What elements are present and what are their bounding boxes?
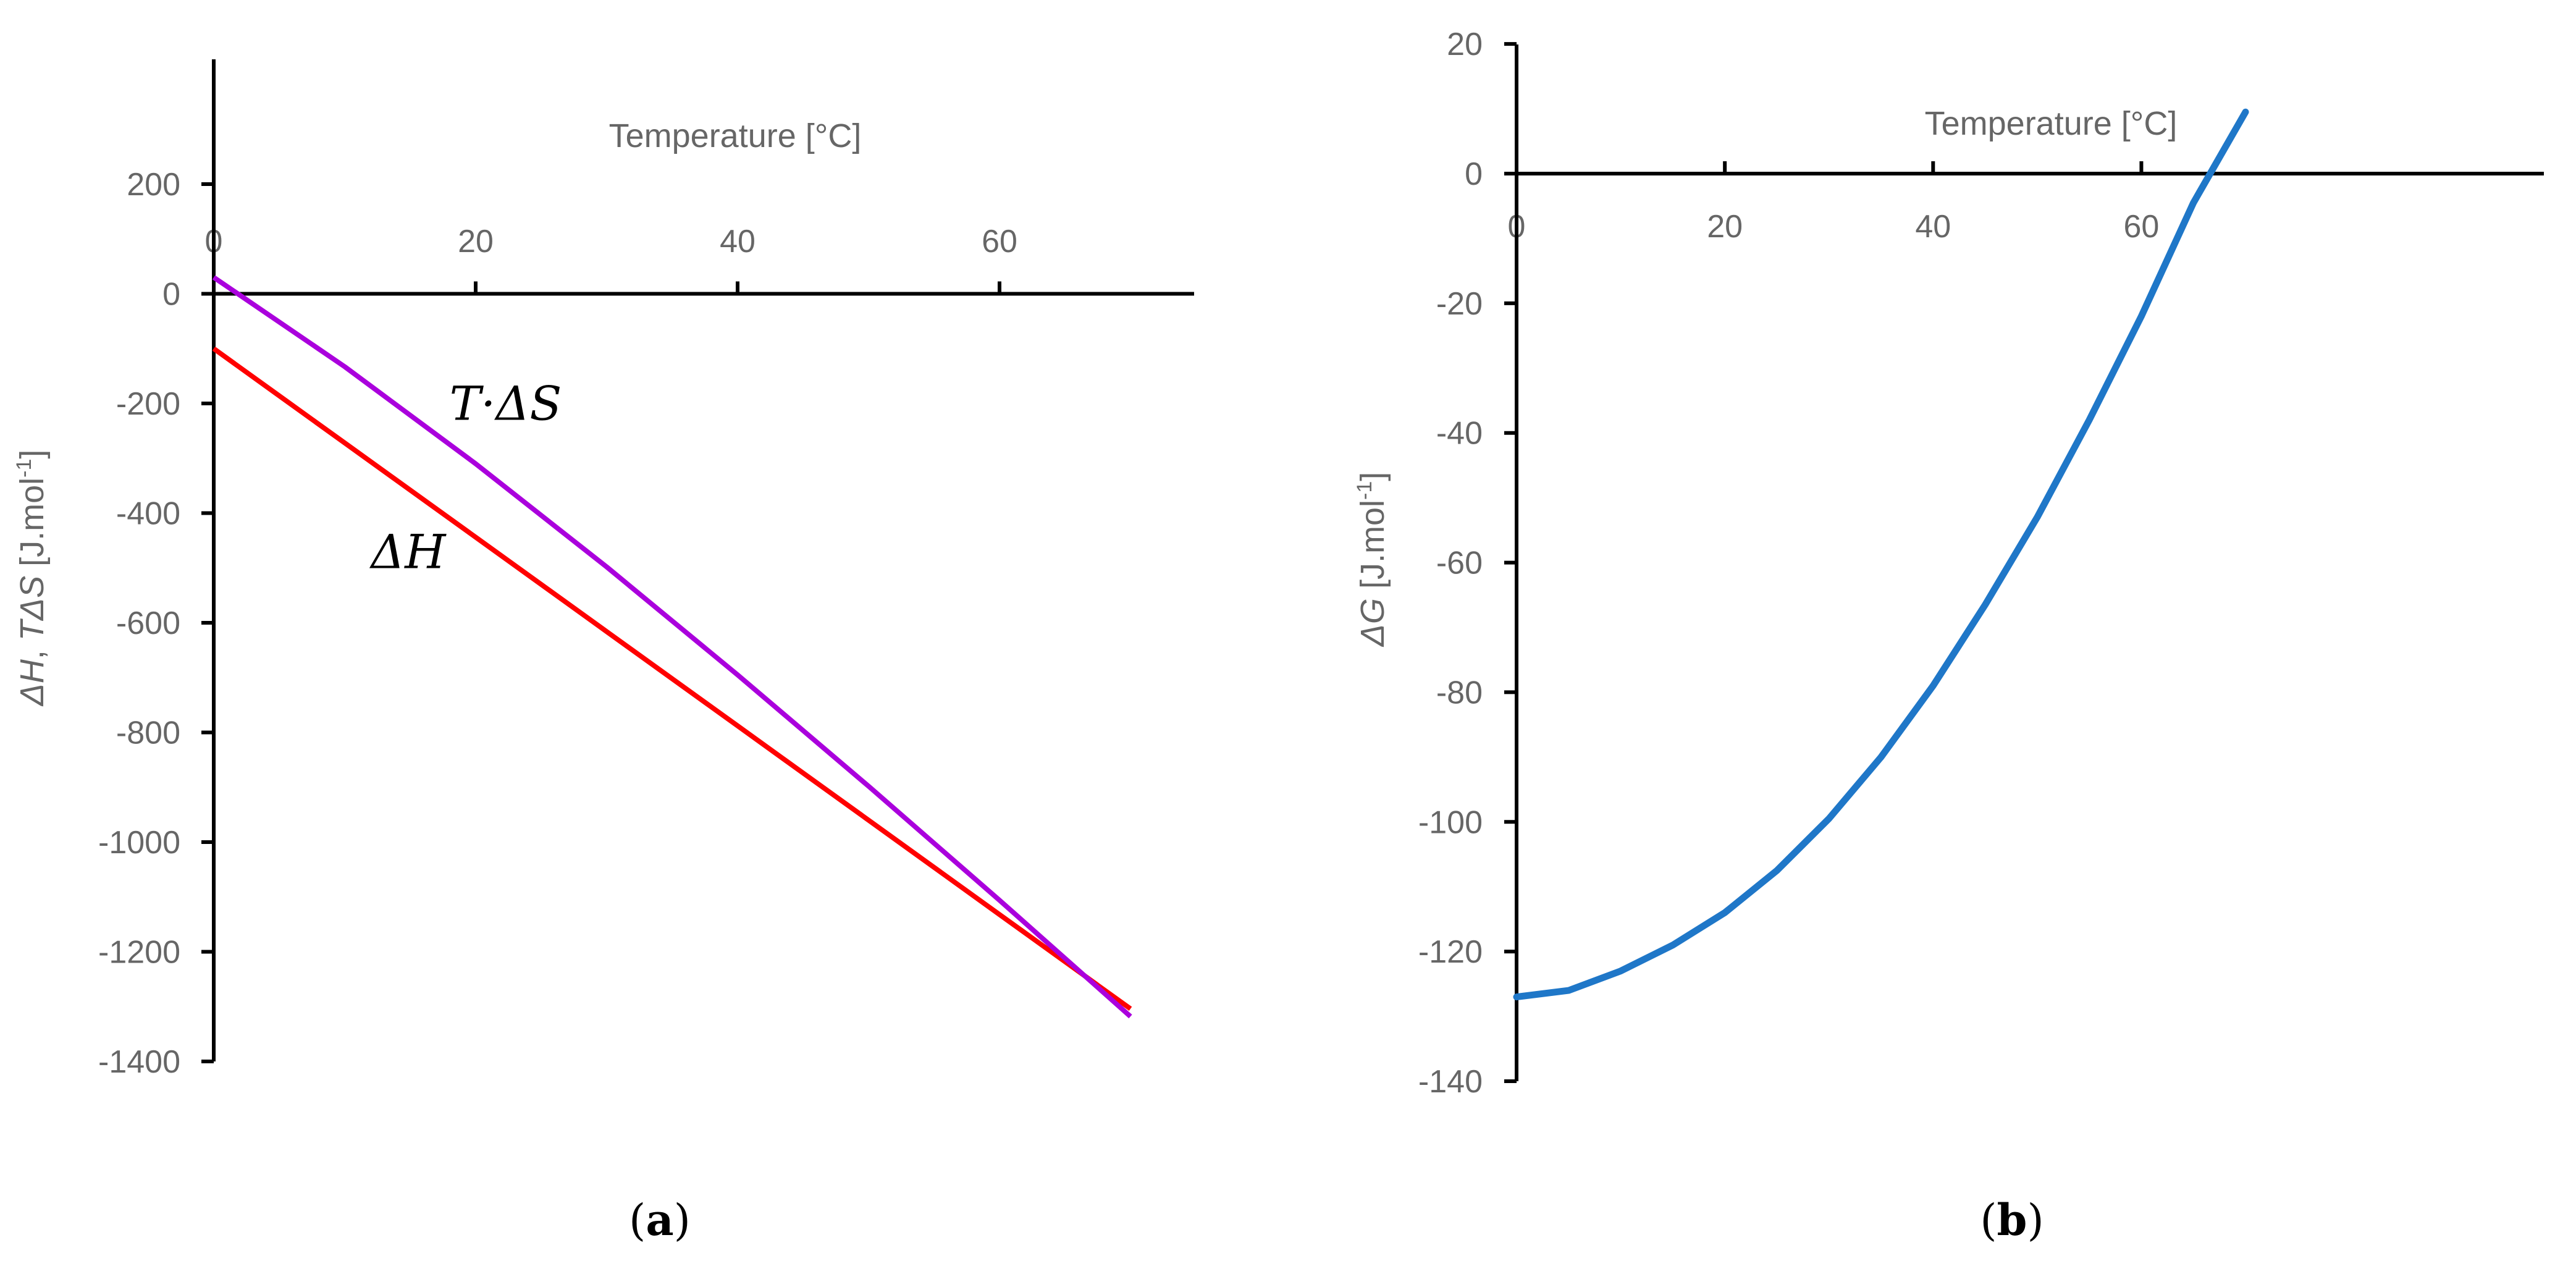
- x-axis-title-b: Temperature [°C]: [1925, 105, 2178, 142]
- panel-label-a-close: ): [674, 1195, 691, 1246]
- panel-label-a-letter: a: [646, 1194, 673, 1246]
- panel-label-b-close: ): [2027, 1195, 2044, 1246]
- x-tick-label: 60: [982, 224, 1017, 259]
- y-tick-label: 200: [127, 167, 180, 203]
- y-tick-label: 20: [1447, 27, 1483, 62]
- y-tick-label: 0: [162, 277, 180, 313]
- series-label-t-delta-s: T·ΔS: [450, 376, 562, 431]
- series-line-delta-h: [212, 347, 1132, 1011]
- x-tick-label: 40: [720, 224, 756, 259]
- y-axis-title-b-dg: ΔG: [1354, 598, 1391, 647]
- y-tick-label: -1400: [98, 1044, 180, 1080]
- y-tick-label: -120: [1418, 934, 1483, 970]
- y-axis-title-a-sup: -1: [12, 459, 36, 478]
- panel-label-b: (b): [1980, 1194, 2044, 1246]
- y-axis-title-a-close: ]: [14, 450, 51, 459]
- y-axis-title-b-close: ]: [1354, 472, 1391, 481]
- chart-panel-a: 200 0 -200 -400 -600 -800 -1000 -1200 -1400 0 20 4…: [12, 59, 1194, 1246]
- y-tick-label: -800: [116, 715, 180, 751]
- x-tick-label: 20: [458, 224, 494, 259]
- y-axis-title-b-sup: -1: [1353, 481, 1376, 500]
- series-label-delta-h: ΔH: [369, 524, 447, 579]
- y-axis-title-a-dh: ΔH: [14, 659, 51, 707]
- series-line-delta-g: [1513, 108, 2249, 1001]
- y-axis-title-a-sep: ,: [14, 641, 51, 659]
- y-tick-label: -60: [1436, 546, 1483, 581]
- panel-label-b-letter: b: [1997, 1194, 2027, 1246]
- series-line-t-delta-s: [212, 275, 1132, 1019]
- y-axis-title-a-tds: TΔS: [14, 576, 51, 641]
- x-tick-label: 20: [1707, 209, 1743, 245]
- y-tick-label: -1200: [98, 935, 180, 971]
- y-axis-title-a: ΔH, TΔS [J.mol-1]: [12, 450, 51, 707]
- y-tick-label: -400: [116, 496, 180, 532]
- y-axis-title-b: ΔG [J.mol-1]: [1353, 472, 1391, 648]
- y-axis-ticks-b: 20 0 -20 -40 -60 -80 -100 -120 -140: [1418, 27, 1517, 1100]
- x-tick-label: 40: [1915, 209, 1951, 245]
- y-tick-label: -200: [116, 386, 180, 422]
- x-axis-title-a: Temperature [°C]: [609, 117, 862, 154]
- x-tick-label: 60: [2124, 209, 2160, 245]
- y-axis-title-a-unit: [J.mol: [14, 478, 51, 576]
- panel-label-a-open: (: [629, 1195, 646, 1246]
- panel-label-b-open: (: [1980, 1195, 1997, 1246]
- panel-label-a: (a): [629, 1194, 691, 1246]
- y-tick-label: -40: [1436, 416, 1483, 452]
- chart-panel-b: 20 0 -20 -40 -60 -80 -100 -120 -140 0 20 40 60 Temp…: [1353, 27, 2544, 1246]
- y-axis-ticks-a: 200 0 -200 -400 -600 -800 -1000 -1200 -1400: [98, 167, 214, 1080]
- y-tick-label: -20: [1436, 286, 1483, 322]
- y-tick-label: -100: [1418, 804, 1483, 840]
- y-tick-label: 0: [1465, 156, 1483, 192]
- y-axis-title-b-unit: [J.mol: [1354, 500, 1391, 598]
- y-tick-label: -1000: [98, 825, 180, 861]
- y-tick-label: -140: [1418, 1064, 1483, 1100]
- y-tick-label: -600: [116, 605, 180, 641]
- y-tick-label: -80: [1436, 675, 1483, 711]
